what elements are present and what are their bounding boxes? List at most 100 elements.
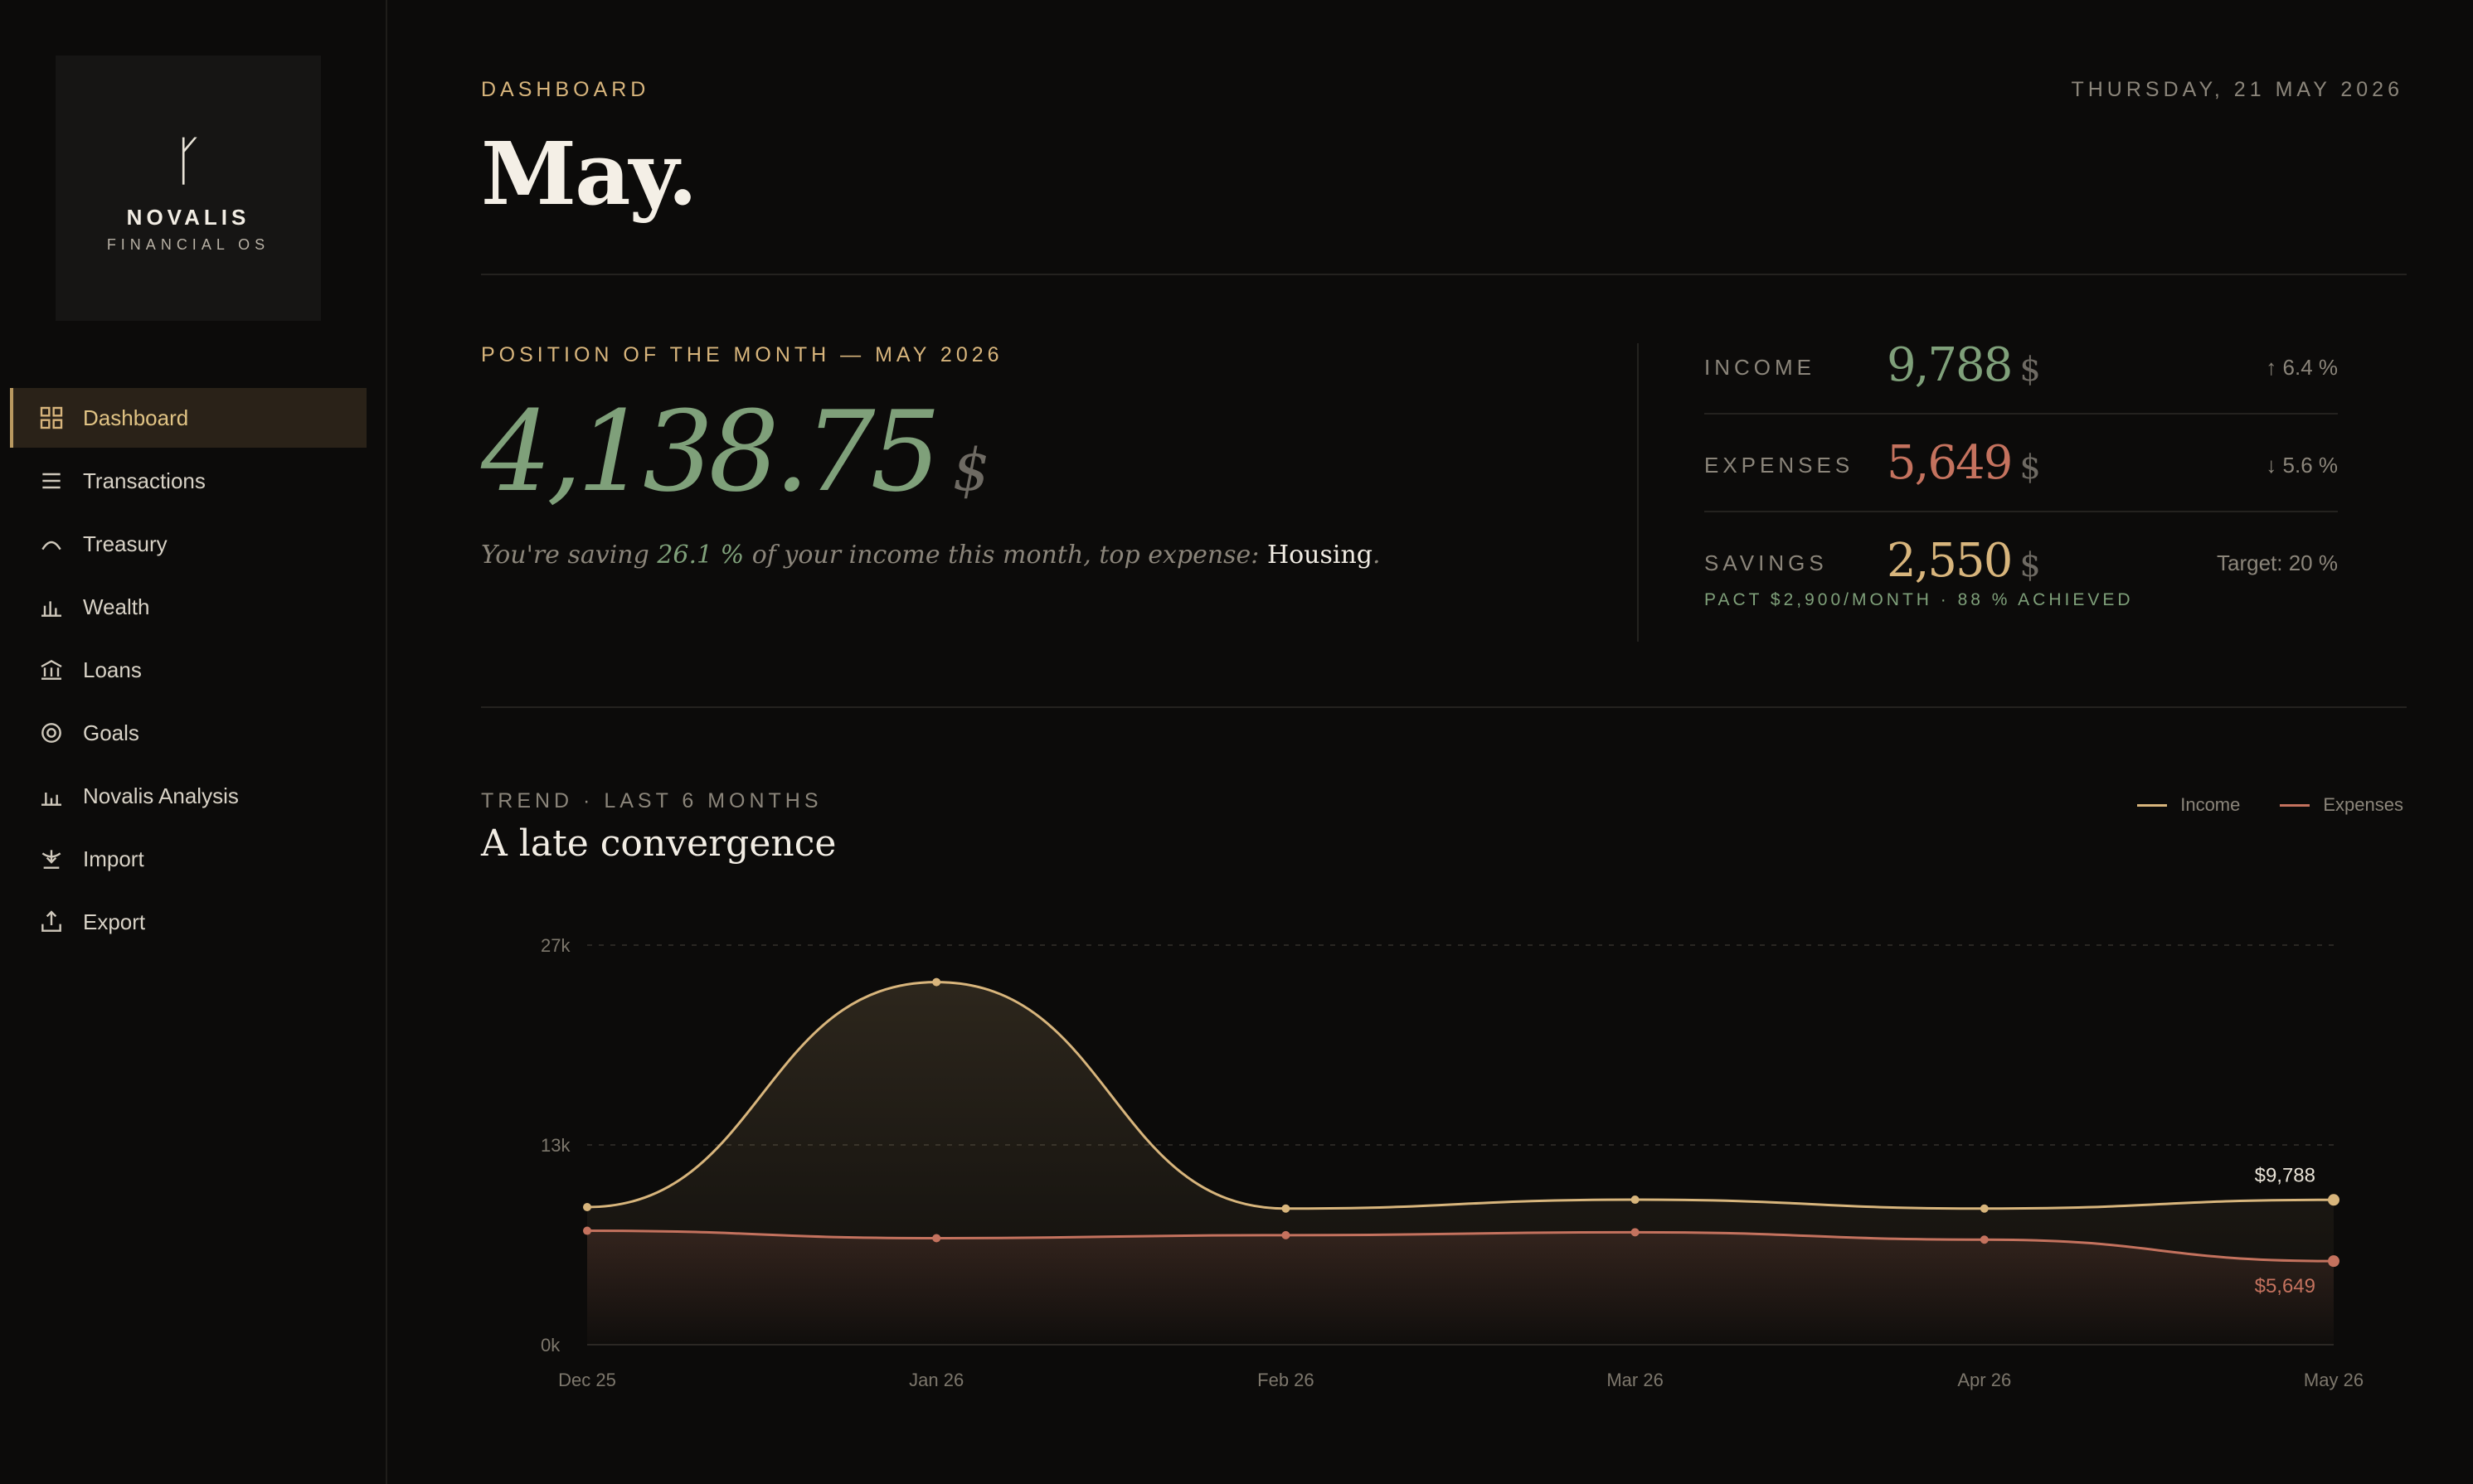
logo-icon: ᚴ: [172, 131, 205, 192]
sidebar-item-label: Export: [83, 909, 146, 934]
export-icon: [38, 909, 65, 935]
trend-label: TREND · LAST 6 MONTHS: [481, 789, 823, 812]
legend-item-expenses[interactable]: Expenses: [2280, 794, 2403, 816]
stat-target: Target: 20 %: [2217, 550, 2338, 575]
position-amount: 4,138.75 $: [481, 390, 990, 513]
stat-label: INCOME: [1704, 355, 1815, 380]
note-mid: of your income this month, top expense:: [744, 541, 1267, 570]
brand-card[interactable]: ᚴ NOVALIS FINANCIAL OS: [56, 56, 321, 321]
data-point-expenses: [2328, 1255, 2339, 1268]
stat-delta: ↓ 5.6 %: [2266, 453, 2338, 478]
sidebar-item-transactions[interactable]: Transactions: [10, 451, 367, 511]
stat-currency: $: [2019, 546, 2041, 584]
stat-value: 2,550 $: [1887, 534, 2041, 588]
stat-currency: $: [2019, 351, 2041, 389]
sidebar-item-label: Import: [83, 846, 144, 871]
position-currency: $: [952, 436, 990, 504]
stat-savings[interactable]: SAVINGS 2,550 $ Target: 20 %: [1704, 512, 2338, 610]
area-expenses: [587, 1230, 2334, 1345]
stat-label: SAVINGS: [1704, 550, 1828, 575]
x-tick-label: Apr 26: [1957, 1370, 2011, 1390]
x-tick-label: Mar 26: [1606, 1370, 1663, 1390]
y-tick-label: 0k: [541, 1335, 561, 1355]
stat-expenses[interactable]: EXPENSES 5,649 $ ↓ 5.6 %: [1704, 415, 2338, 512]
sidebar-item-label: Transactions: [83, 468, 206, 493]
legend-swatch: [2280, 803, 2310, 807]
stat-delta: ↑ 6.4 %: [2266, 355, 2338, 380]
sidebar-item-treasury[interactable]: Treasury: [10, 514, 367, 574]
position-note: You're saving 26.1 % of your income this…: [481, 541, 1381, 570]
sidebar-item-import[interactable]: Import: [10, 829, 367, 889]
stat-value: 9,788 $: [1887, 338, 2041, 392]
y-tick-label: 13k: [541, 1135, 571, 1156]
data-point-expenses: [1980, 1235, 1989, 1244]
sidebar-item-wealth[interactable]: Wealth: [10, 577, 367, 637]
area-income: [587, 982, 2334, 1345]
sidebar-item-label: Dashboard: [83, 405, 189, 430]
data-point-expenses: [583, 1226, 591, 1235]
position-amount-value: 4,138.75: [481, 387, 941, 516]
sidebar-item-label: Loans: [83, 657, 142, 682]
expenses-value: 5,649: [1887, 436, 2013, 490]
position-label: POSITION OF THE MONTH — MAY 2026: [481, 343, 1003, 366]
data-point-income: [1980, 1204, 1989, 1213]
top-expense: Housing: [1266, 541, 1373, 570]
sidebar-nav: Dashboard Transactions Treasury Wealth: [10, 388, 367, 955]
stat-label: EXPENSES: [1704, 453, 1854, 478]
trend-chart: 0k 13k 27k Dec 25 Jan 26 Feb 26 Mar 26 Apr 26 Ma…: [541, 935, 2364, 1390]
data-point-expenses: [1281, 1230, 1290, 1239]
vertical-divider: [1637, 343, 1639, 642]
main-content: DASHBOARD THURSDAY, 21 MAY 2026 May. POS…: [388, 0, 2473, 1484]
legend-swatch: [2137, 803, 2168, 807]
savings-rate: 26.1 %: [657, 541, 745, 570]
sidebar-item-loans[interactable]: Loans: [10, 640, 367, 700]
bank-icon: [38, 657, 65, 683]
x-tick-label: May 26: [2304, 1370, 2364, 1390]
x-tick-label: Dec 25: [558, 1370, 616, 1390]
savings-pact: PACT $2,900/MONTH · 88 % ACHIEVED: [1704, 590, 2134, 609]
note-prefix: You're saving: [481, 541, 658, 570]
grid-icon: [38, 405, 65, 431]
data-point-income: [583, 1202, 591, 1211]
sidebar-item-label: Novalis Analysis: [83, 783, 239, 808]
divider: [481, 274, 2407, 275]
brand-name: NOVALIS: [126, 205, 250, 230]
note-end: .: [1373, 541, 1381, 570]
x-tick-label: Jan 26: [909, 1370, 964, 1390]
sidebar-item-export[interactable]: Export: [10, 892, 367, 952]
savings-value: 2,550: [1887, 534, 2013, 588]
target-icon: [38, 720, 65, 746]
stat-income[interactable]: INCOME 9,788 $ ↑ 6.4 %: [1704, 317, 2338, 415]
legend-label: Income: [2180, 794, 2241, 815]
income-value: 9,788: [1887, 338, 2013, 392]
data-point-expenses: [932, 1234, 941, 1243]
data-point-income: [932, 977, 941, 987]
chart-legend: Income Expenses: [2137, 794, 2403, 816]
import-icon: [38, 846, 65, 872]
page-title: May.: [481, 123, 697, 225]
income-end-label: $9,788: [2255, 1164, 2315, 1186]
divider: [481, 706, 2407, 708]
bar-chart-icon: [38, 594, 65, 620]
chevron-up-icon: [38, 531, 65, 557]
sidebar-item-goals[interactable]: Goals: [10, 703, 367, 763]
expenses-end-label: $5,649: [2255, 1275, 2315, 1297]
divider: [1704, 511, 2338, 512]
sidebar-item-dashboard[interactable]: Dashboard: [10, 388, 367, 448]
sidebar-item-novalis-analysis[interactable]: Novalis Analysis: [10, 766, 367, 826]
legend-label: Expenses: [2323, 794, 2403, 815]
divider: [1704, 413, 2338, 415]
series-line-expenses: [586, 1229, 2335, 1263]
data-point-income: [1281, 1204, 1290, 1213]
sidebar: ᚴ NOVALIS FINANCIAL OS Dashboard Transac…: [0, 0, 387, 1484]
stat-value: 5,649 $: [1887, 436, 2041, 490]
page-eyebrow: DASHBOARD: [481, 78, 650, 101]
legend-item-income[interactable]: Income: [2137, 794, 2240, 816]
analysis-chart-icon: [38, 783, 65, 809]
sidebar-item-label: Goals: [83, 720, 139, 745]
sidebar-item-label: Treasury: [83, 531, 168, 556]
data-point-income: [1630, 1195, 1640, 1205]
data-point-income: [2328, 1194, 2339, 1206]
sidebar-item-label: Wealth: [83, 594, 150, 619]
